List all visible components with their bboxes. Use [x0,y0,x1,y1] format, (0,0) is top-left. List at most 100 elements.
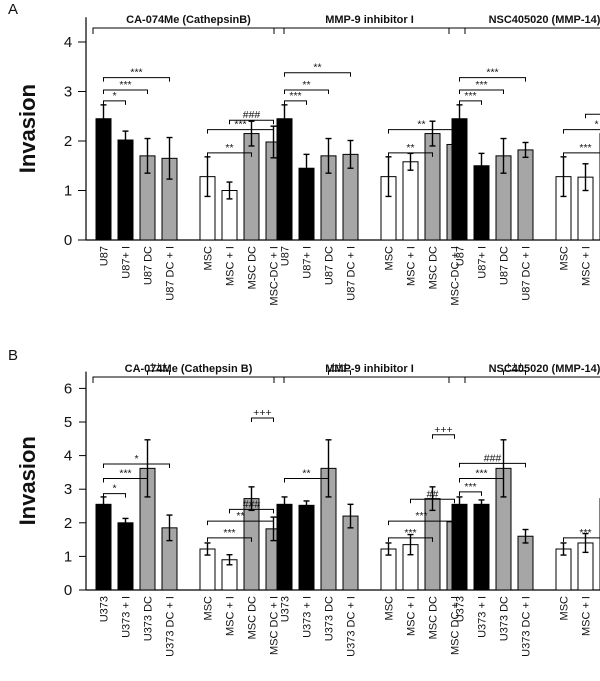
significance-bracket: *** [388,527,433,542]
significance-label: *** [486,67,498,79]
significance-line [432,434,455,439]
category-label: MSC [559,596,571,621]
significance-bracket: *** [103,467,148,483]
significance-line [459,491,482,496]
y-tick-label: 0 [64,232,72,249]
significance-label: ** [313,62,321,74]
significance-label: ### [484,452,502,464]
bar [95,118,112,241]
significance-line [251,417,274,422]
panel-a: A Invasion 0 1 2 3 4 CA-074Me (CathepsinB) U87 U8… [8,1,600,306]
category-label: U373 DC + I [521,596,533,657]
significance-line [328,370,351,375]
category-label: U373 DC + I [346,596,358,657]
significance-label: ** [302,79,310,91]
group-title: NSC405020 (MMP-14) [489,363,600,375]
significance-label: ** [225,142,233,154]
panel-b: B Invasion 0 1 2 3 4 5 6 CA-074Me (Cathepsin B) U3… [8,347,600,657]
significance-label: +++ [330,360,348,372]
category-label: U373 + I [302,596,314,638]
significance-bracket: +++ [251,407,274,422]
category-label: U373 [455,596,467,622]
category-label: MSC DC + I [450,596,462,655]
significance-bracket: ** [388,119,455,134]
significance-label: *** [475,467,487,479]
category-label: U87 DC [143,246,155,285]
significance-bracket: *** [459,90,482,105]
y-tick-label: 4 [64,34,72,51]
significance-label: *** [119,467,131,479]
significance-label: ** [236,510,244,522]
bar-group: CA-074Me (Cathepsin B) U373 U373 + I U373 D… [92,360,285,657]
significance-line [459,100,482,105]
group-bracket [448,27,600,34]
significance-bracket: *** [103,79,148,95]
group-bracket [273,376,466,383]
significance-bracket: *** [459,481,482,496]
significance-label: * [134,453,138,465]
bar-group: NSC405020 (MMP-14) U373 U373 + I U373 DC U37… [448,360,600,657]
bar-group: CA-074Me (CathepsinB) U87 U87+ I U87 DC U87 … [92,14,285,306]
category-label: U87 [280,246,292,266]
significance-bracket: ### [229,498,274,514]
category-label: MSC + I [225,246,237,286]
y-tick-label: 3 [64,481,72,498]
y-tick-label: 2 [64,133,72,150]
significance-bracket: * [563,119,600,134]
category-label: MSC + I [225,596,237,636]
significance-bracket: ** [207,142,252,157]
significance-line [103,89,148,95]
significance-label: *** [464,90,476,102]
significance-bracket: *** [459,467,504,483]
significance-bracket: *** [459,79,504,95]
significance-bracket: *** [563,527,600,542]
category-label: MSC DC + I [269,596,281,655]
category-label: U373 DC [324,596,336,641]
significance-bracket: ** [284,467,329,483]
y-tick-label: 1 [64,548,72,565]
category-label: MSC-DC + I [269,246,281,306]
bar [517,535,534,591]
category-label: U87 DC + I [346,246,358,301]
significance-line [388,152,433,157]
category-label: U87 [455,246,467,266]
significance-label: ## [427,488,439,500]
category-label: MSC DC [428,246,440,289]
significance-label: *** [223,527,235,539]
significance-line [229,508,274,514]
significance-label: * [112,90,116,102]
group-title: MMP-9 inhibitor I [325,14,414,26]
category-label: U87+ I [477,246,489,279]
bar [451,503,468,591]
significance-line [284,72,351,77]
significance-bracket: +++ [147,360,170,375]
significance-line [207,129,274,134]
category-label: MSC + I [406,596,418,636]
significance-bracket: *** [459,67,526,82]
bar-group: NSC405020 (MMP-14) U87 U87+ I U87 DC U87 DC … [448,14,600,301]
category-label: MSC + I [581,246,593,286]
category-label: U373 + I [477,596,489,638]
significance-label: +++ [505,360,523,372]
significance-line [459,477,504,483]
significance-bracket: *** [207,119,274,134]
significance-label: *** [289,90,301,102]
significance-bracket: ### [459,452,526,468]
significance-label: *** [119,79,131,91]
significance-label: *** [415,510,427,522]
category-label: MSC + I [581,596,593,636]
significance-label: +++ [253,407,271,419]
significance-bracket: +++ [432,424,455,439]
significance-label: ### [243,498,261,510]
significance-line [503,370,526,375]
significance-line [103,100,126,105]
significance-label: ** [406,142,414,154]
significance-bracket: # [585,113,600,119]
significance-bracket: *** [563,142,600,157]
significance-label: +++ [434,424,452,436]
significance-line [388,537,433,542]
panel-label: B [8,347,18,364]
significance-bracket: * [103,90,126,105]
significance-line [207,152,252,157]
y-tick-label: 5 [64,414,72,431]
